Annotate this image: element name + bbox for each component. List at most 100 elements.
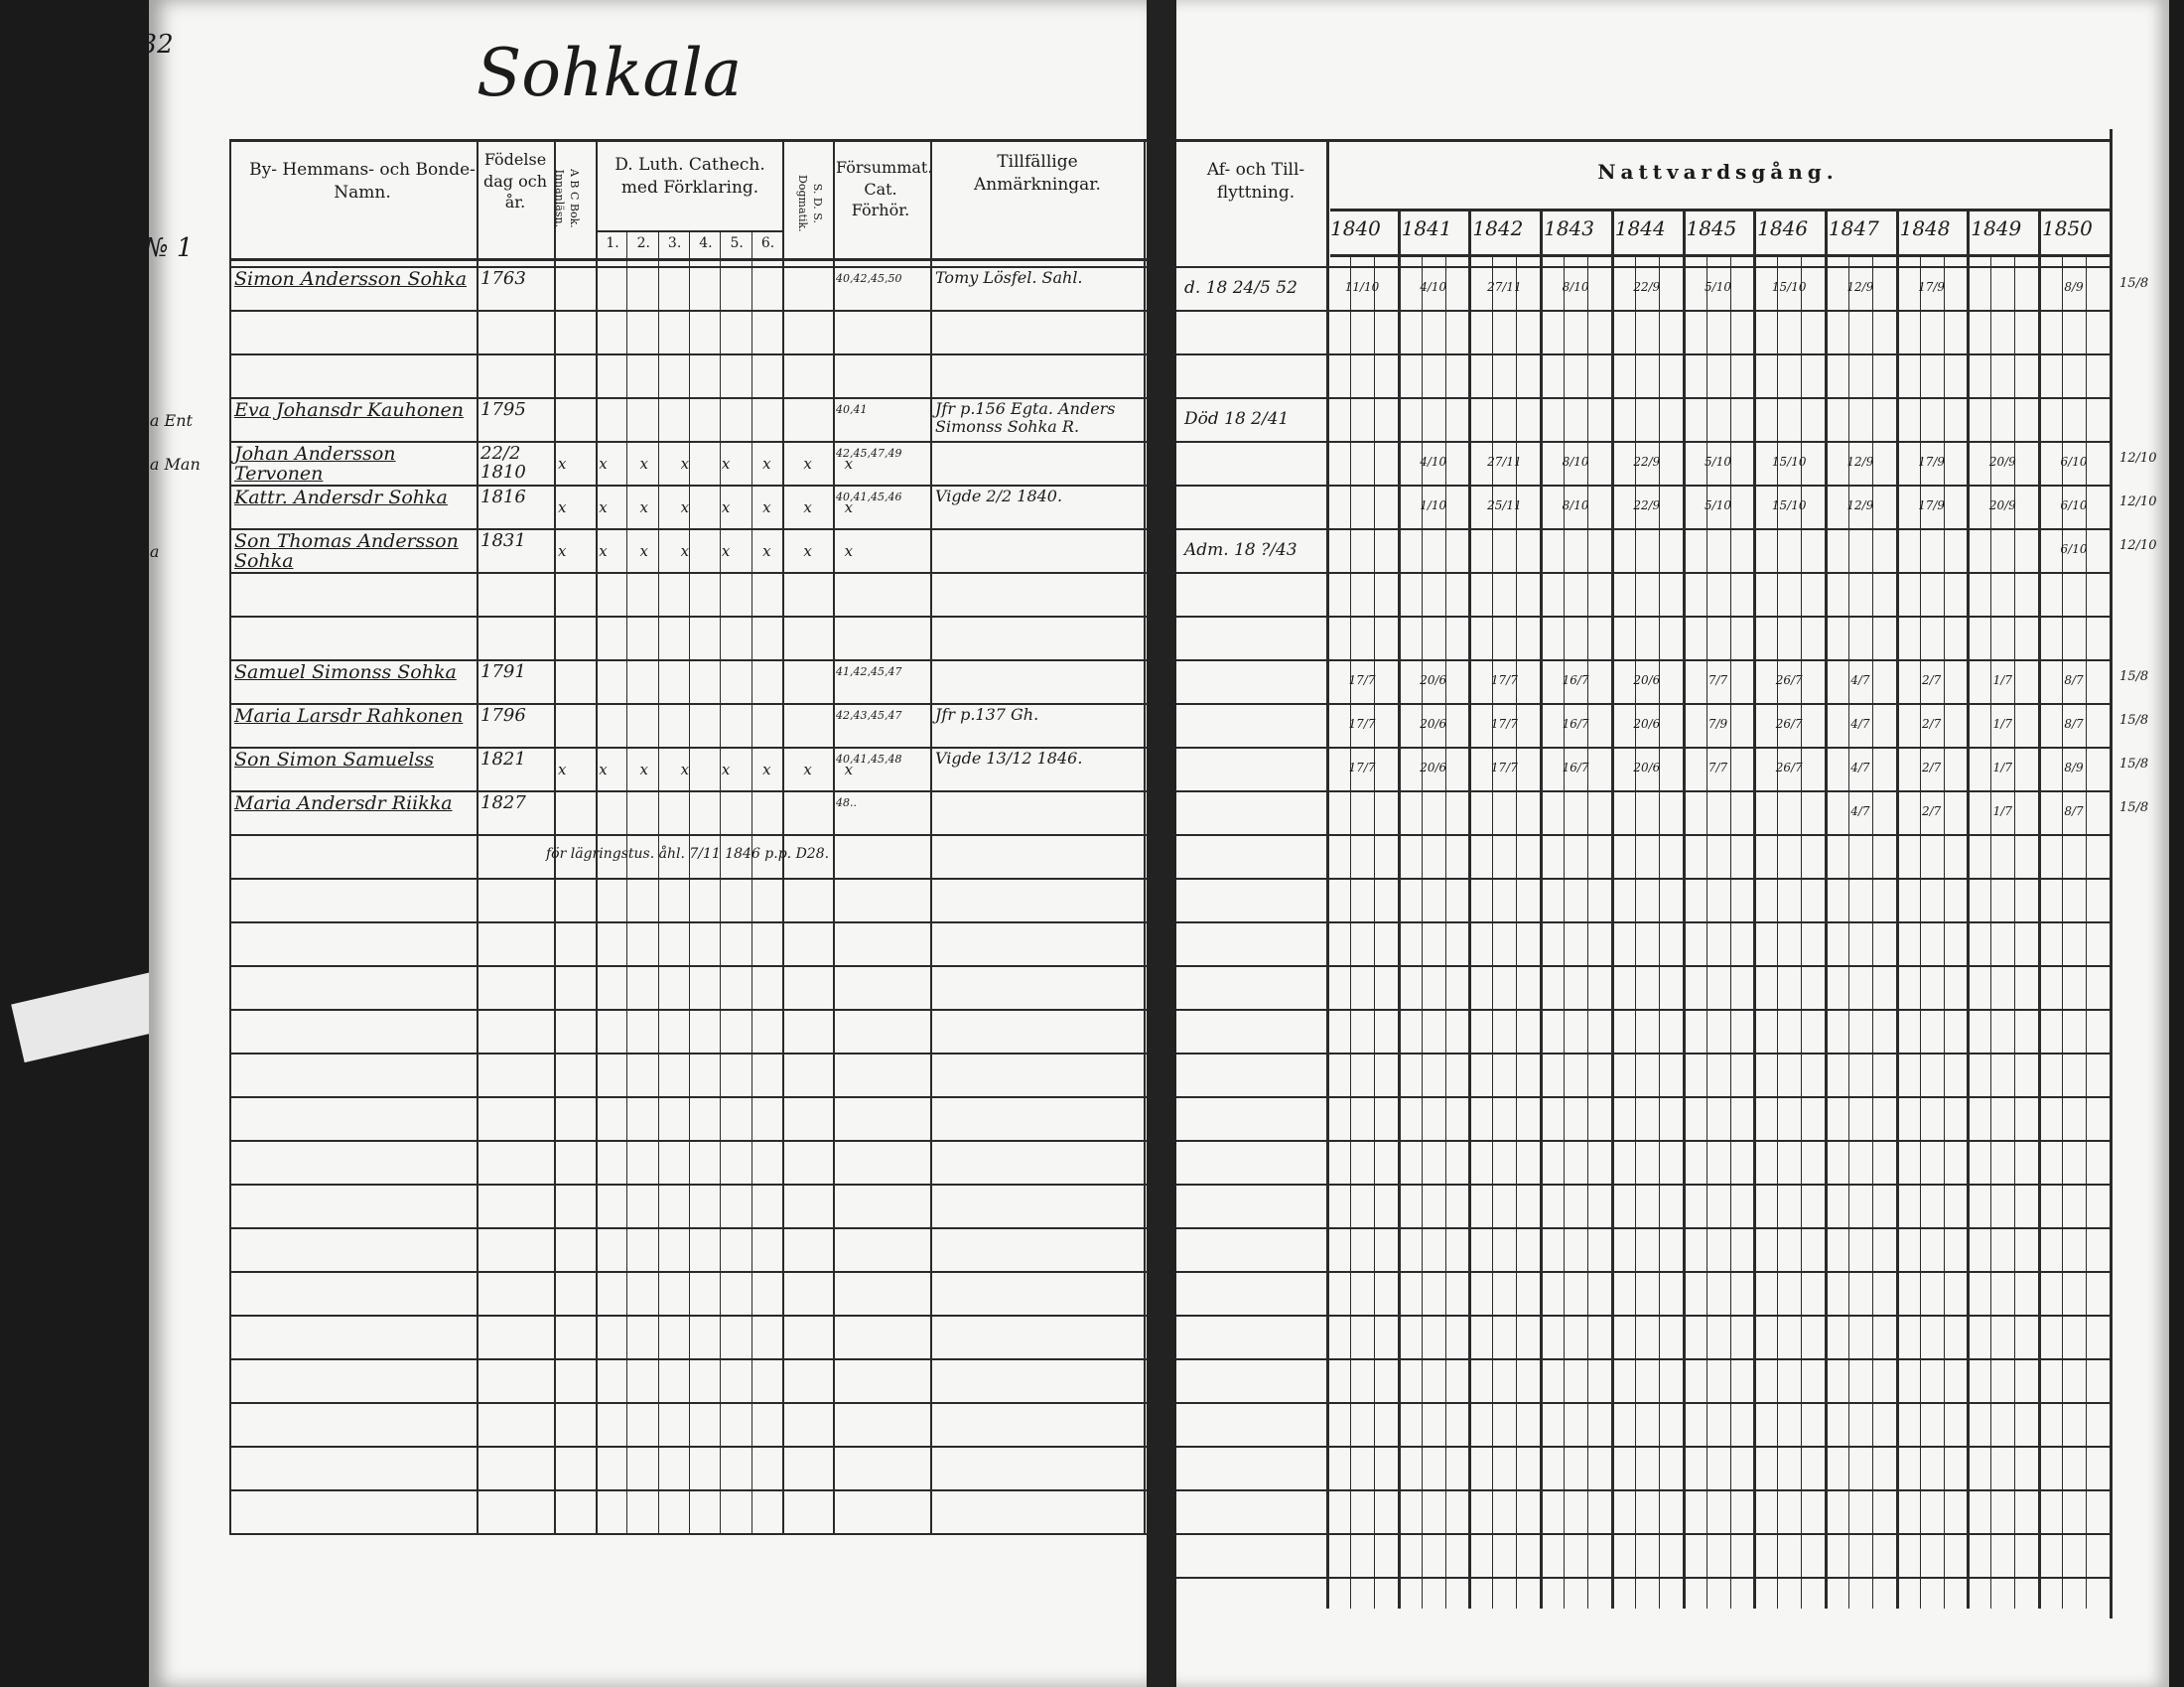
communion-date: 16/7 bbox=[1562, 673, 1589, 687]
header-missed: Försummat. Cat. Förhör. bbox=[836, 158, 933, 220]
column-rule bbox=[477, 139, 478, 1533]
sub-rule bbox=[2086, 254, 2087, 1609]
year-column-rule bbox=[2038, 209, 2041, 1609]
missed-hearings: 48.. bbox=[836, 796, 857, 809]
row-rule bbox=[229, 878, 1148, 880]
sub-rule bbox=[1777, 254, 1779, 1609]
row-rule bbox=[229, 353, 1148, 355]
communion-date: 2/7 bbox=[1921, 717, 1942, 731]
catechism-part-label: 2. bbox=[636, 235, 650, 251]
communion-date: 22/9 bbox=[1633, 280, 1661, 294]
sub-rule bbox=[1516, 254, 1518, 1609]
missed-hearings: 40,42,45,50 bbox=[836, 272, 902, 285]
communion-date: 2/7 bbox=[1921, 673, 1942, 687]
year-label: 1845 bbox=[1686, 216, 1737, 240]
row-rule bbox=[1176, 1402, 2110, 1404]
margin-date: 15/8 bbox=[2119, 276, 2149, 291]
relation-label: H bbox=[119, 804, 133, 823]
sub-rule bbox=[1943, 254, 1945, 1609]
header-communion: Nattvardsgång. bbox=[1597, 160, 1839, 184]
row-rule bbox=[229, 1358, 1148, 1360]
person-name: Johan Andersson Tervonen bbox=[234, 443, 396, 485]
missed-hearings: 40,41,45,46 bbox=[836, 491, 902, 503]
person-name: Son Simon Samuelss bbox=[234, 749, 434, 771]
person-name: Son Thomas Andersson Sohka bbox=[234, 530, 459, 572]
missed-hearings: 41,42,45,47 bbox=[836, 665, 902, 678]
sub-rule bbox=[1564, 254, 1566, 1609]
communion-date: 1/10 bbox=[1420, 498, 1447, 512]
row-rule bbox=[1176, 703, 2110, 705]
row-rule bbox=[229, 616, 1148, 618]
communion-date: 12/9 bbox=[1846, 455, 1874, 469]
row-rule bbox=[1176, 1446, 2110, 1448]
row-rule bbox=[229, 1489, 1148, 1491]
communion-date: 17/9 bbox=[1918, 280, 1946, 294]
communion-date: 20/9 bbox=[1988, 455, 2016, 469]
sub-rule bbox=[1801, 254, 1803, 1609]
communion-date: 26/7 bbox=[1775, 761, 1803, 774]
communion-date: 26/7 bbox=[1775, 673, 1803, 687]
header-moves: Af- och Till-flyttning. bbox=[1206, 160, 1305, 203]
communion-date: 22/9 bbox=[1633, 455, 1661, 469]
row-rule bbox=[229, 1533, 1148, 1535]
catechism-part-label: 3. bbox=[667, 235, 682, 251]
margin-date: 15/8 bbox=[2119, 757, 2149, 772]
communion-date: 6/10 bbox=[2060, 455, 2088, 469]
row-rule bbox=[229, 397, 1148, 399]
row-rule bbox=[1176, 1577, 2110, 1579]
row-rule bbox=[229, 1184, 1148, 1186]
row-rule bbox=[229, 572, 1148, 574]
row-rule bbox=[229, 1227, 1148, 1229]
communion-date: 2/7 bbox=[1921, 761, 1942, 774]
communion-date: 20/6 bbox=[1633, 761, 1661, 774]
year-column-rule bbox=[1397, 209, 1401, 1609]
row-rule bbox=[1176, 485, 2110, 487]
row-rule bbox=[229, 747, 1148, 749]
catechism-part-label: 1. bbox=[606, 235, 619, 251]
column-rule bbox=[930, 139, 932, 1533]
year-label: 1850 bbox=[2042, 216, 2093, 240]
note-text: Jfr p.156 Egta. Anders Simonss Sohka R. bbox=[935, 399, 1116, 436]
sub-rule bbox=[1421, 254, 1423, 1609]
row-rule bbox=[1176, 1315, 2110, 1317]
communion-date: 2/7 bbox=[1921, 804, 1942, 818]
person-name: Maria Larsdr Rahkonen bbox=[234, 705, 464, 727]
communion-date: 4/7 bbox=[1850, 717, 1870, 731]
communion-date: 27/11 bbox=[1487, 280, 1522, 294]
row-rule bbox=[229, 310, 1148, 312]
year-column-rule bbox=[1326, 209, 1329, 1609]
row-rule bbox=[229, 1402, 1148, 1404]
row-rule bbox=[1176, 1227, 2110, 1229]
row-rule bbox=[229, 441, 1148, 443]
communion-date: 8/7 bbox=[2064, 804, 2084, 818]
communion-date: 7/7 bbox=[1707, 673, 1728, 687]
sub-rule bbox=[1350, 254, 1351, 1609]
sub-rule bbox=[2062, 254, 2063, 1609]
person-name: Eva Johansdr Kauhonen bbox=[234, 399, 465, 421]
year-label: 1843 bbox=[1544, 216, 1594, 240]
communion-date: 8/10 bbox=[1562, 280, 1589, 294]
communion-date: 5/10 bbox=[1705, 280, 1731, 294]
communion-date: 25/11 bbox=[1487, 498, 1522, 512]
header-birth: Födelse dag och år. bbox=[482, 150, 547, 212]
subcolumn-rule bbox=[626, 230, 628, 1533]
sub-rule bbox=[1919, 254, 1921, 1609]
relation-label: Sona Ent bbox=[119, 411, 193, 430]
communion-date: 1/7 bbox=[1992, 717, 2012, 731]
year-top-rule bbox=[1330, 209, 2110, 211]
communion-date: 1/7 bbox=[1992, 804, 2012, 818]
communion-date: 22/9 bbox=[1633, 498, 1661, 512]
year-column-rule bbox=[1824, 209, 1828, 1609]
margin-date: 15/8 bbox=[2119, 800, 2149, 815]
row-rule bbox=[229, 1096, 1148, 1098]
year-column-rule bbox=[1753, 209, 1757, 1609]
year-bottom-rule bbox=[1330, 254, 2110, 257]
row-rule bbox=[1176, 659, 2110, 661]
moves-text: d. 18 24/5 52 bbox=[1184, 278, 1297, 298]
relation-label: Hu bbox=[119, 498, 144, 517]
column-rule bbox=[229, 139, 231, 1533]
communion-date: 20/6 bbox=[1420, 761, 1447, 774]
header-name: By- Hemmans- och Bonde-Namn. bbox=[249, 160, 476, 203]
row-rule bbox=[229, 1315, 1148, 1317]
row-rule bbox=[1176, 1140, 2110, 1142]
